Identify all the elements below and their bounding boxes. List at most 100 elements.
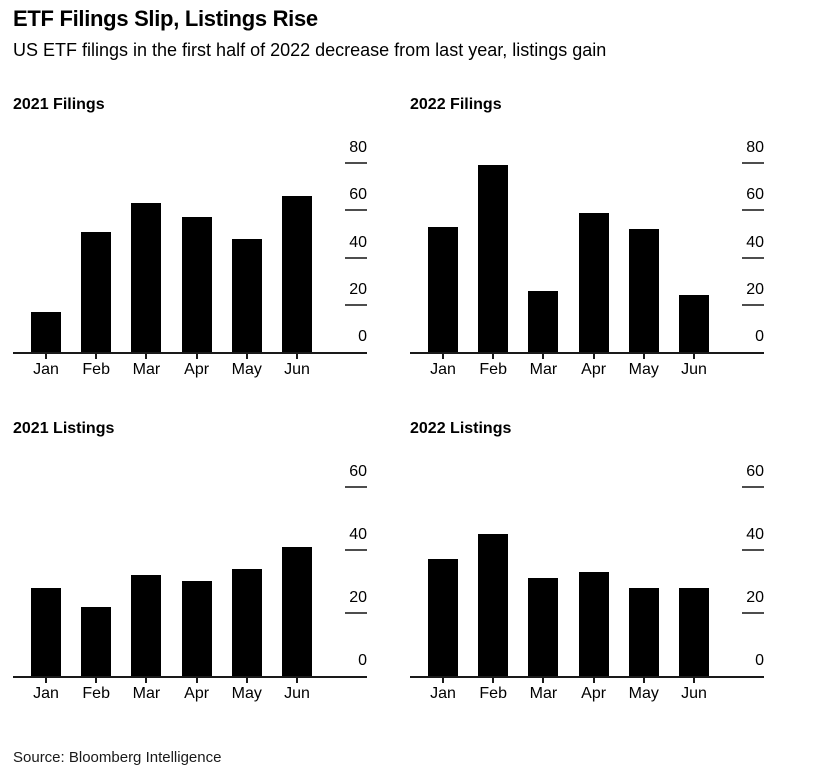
x-axis-label-jun: Jun <box>284 361 310 378</box>
x-axis-label-jun: Jun <box>284 685 310 702</box>
panel-title-2021-filings: 2021 Filings <box>13 96 105 113</box>
bar-jun <box>282 547 312 676</box>
plot-area-2021-listings: Jan Feb Mar Apr May Jun 0 20 40 60 <box>13 420 367 712</box>
bar-jun <box>679 588 709 676</box>
x-tick-mark <box>442 354 444 359</box>
y-axis-label-40: 40 <box>746 233 764 251</box>
x-axis-label-feb: Feb <box>82 685 110 702</box>
bar-jun <box>282 196 312 352</box>
bar-jan <box>31 312 61 352</box>
y-axis-label-20: 20 <box>349 589 367 606</box>
y-axis-dash <box>345 612 367 614</box>
x-tick-mark <box>542 354 545 359</box>
plot-area-2022-listings: Jan Feb Mar Apr May Jun 0 20 40 60 <box>410 420 764 712</box>
x-tick-mark <box>195 678 198 683</box>
x-tick-mark <box>492 354 495 359</box>
bar-feb <box>478 534 509 676</box>
page-subtitle: US ETF filings in the first half of 2022… <box>13 40 607 60</box>
source-note: Source: Bloomberg Intelligence <box>13 749 222 766</box>
x-axis-label-may: May <box>628 361 659 378</box>
y-axis-label-60: 60 <box>746 463 764 480</box>
y-axis-dash <box>345 303 367 306</box>
x-axis-label-may: May <box>628 685 659 702</box>
y-axis-label-0: 0 <box>358 652 367 669</box>
plot-area-2021-filings: Jan Feb Mar Apr May Jun 0 20 40 60 80 <box>13 96 367 388</box>
x-tick-mark <box>693 678 695 683</box>
x-tick-mark <box>592 678 595 683</box>
x-axis-label-apr: Apr <box>581 361 607 378</box>
x-axis-label-feb: Feb <box>479 685 507 702</box>
x-tick-mark <box>195 354 198 359</box>
y-axis-dash <box>742 486 764 488</box>
x-axis-line <box>13 676 367 678</box>
x-tick-mark <box>442 678 444 683</box>
bar-apr <box>181 581 212 676</box>
x-axis-label-jan: Jan <box>33 361 59 378</box>
bar-feb <box>81 607 112 676</box>
x-axis-label-apr: Apr <box>184 361 210 378</box>
chart-panel-2021-filings: 2021 Filings Jan Feb Mar Apr May Jun 0 20 40 60 80 <box>13 96 367 388</box>
x-axis-label-jun: Jun <box>681 361 707 378</box>
x-axis-label-jan: Jan <box>33 685 59 702</box>
y-axis-label-60: 60 <box>746 186 764 204</box>
y-axis-dash <box>742 162 764 164</box>
x-axis-label-jan: Jan <box>430 685 456 702</box>
x-tick-mark <box>45 354 47 359</box>
chart-panel-2022-filings: 2022 Filings Jan Feb Mar Apr May Jun 0 20 40 60 80 <box>410 96 764 388</box>
x-axis-label-feb: Feb <box>479 361 507 378</box>
y-axis-dash <box>742 612 764 614</box>
bar-jan <box>428 559 458 676</box>
x-tick-mark <box>145 354 148 359</box>
y-axis-dash <box>742 549 764 551</box>
x-tick-mark <box>245 354 248 359</box>
plot-area-2022-filings: Jan Feb Mar Apr May Jun 0 20 40 60 80 <box>410 96 764 388</box>
x-tick-mark <box>95 354 98 359</box>
x-axis-line <box>13 352 367 354</box>
y-axis-label-40: 40 <box>349 233 367 251</box>
x-tick-mark <box>95 678 98 683</box>
page-title: ETF Filings Slip, Listings Rise <box>13 6 318 31</box>
y-axis-label-80: 80 <box>746 139 764 156</box>
x-axis-label-may: May <box>231 685 262 702</box>
x-tick-mark <box>592 354 595 359</box>
y-axis-dash <box>345 162 367 164</box>
x-tick-mark <box>693 354 695 359</box>
panel-title-2022-listings: 2022 Listings <box>410 420 512 437</box>
y-axis-label-60: 60 <box>349 186 367 204</box>
bar-may <box>628 229 659 352</box>
y-axis-label-20: 20 <box>746 589 764 606</box>
bar-feb <box>478 165 509 352</box>
x-tick-mark <box>245 678 248 683</box>
bar-mar <box>528 291 559 352</box>
bar-apr <box>578 213 609 352</box>
y-axis-label-20: 20 <box>349 280 367 298</box>
y-axis-dash <box>345 549 367 551</box>
x-axis-label-mar: Mar <box>529 685 558 702</box>
x-axis-label-feb: Feb <box>82 361 110 378</box>
y-axis-label-40: 40 <box>746 526 764 543</box>
chart-panel-2021-listings: 2021 Listings Jan Feb Mar Apr May Jun 0 20 40 60 <box>13 420 367 712</box>
bar-may <box>231 239 262 352</box>
x-tick-mark <box>45 678 47 683</box>
y-axis-dash <box>345 209 367 212</box>
y-axis-dash <box>742 209 764 212</box>
y-axis-label-20: 20 <box>746 280 764 298</box>
bar-mar <box>131 575 162 676</box>
bar-may <box>231 569 262 676</box>
x-axis-label-mar: Mar <box>529 361 558 378</box>
x-tick-mark <box>642 354 645 359</box>
y-axis-dash <box>742 256 764 259</box>
x-axis-line <box>410 352 764 354</box>
y-axis-label-0: 0 <box>358 328 367 345</box>
x-tick-mark <box>296 678 298 683</box>
bar-mar <box>528 578 559 676</box>
y-axis-dash <box>345 486 367 488</box>
x-axis-label-may: May <box>231 361 262 378</box>
bar-feb <box>81 232 112 352</box>
bar-apr <box>181 217 212 352</box>
x-axis-line <box>410 676 764 678</box>
x-axis-label-jan: Jan <box>430 361 456 378</box>
bar-apr <box>578 572 609 676</box>
x-tick-mark <box>542 678 545 683</box>
